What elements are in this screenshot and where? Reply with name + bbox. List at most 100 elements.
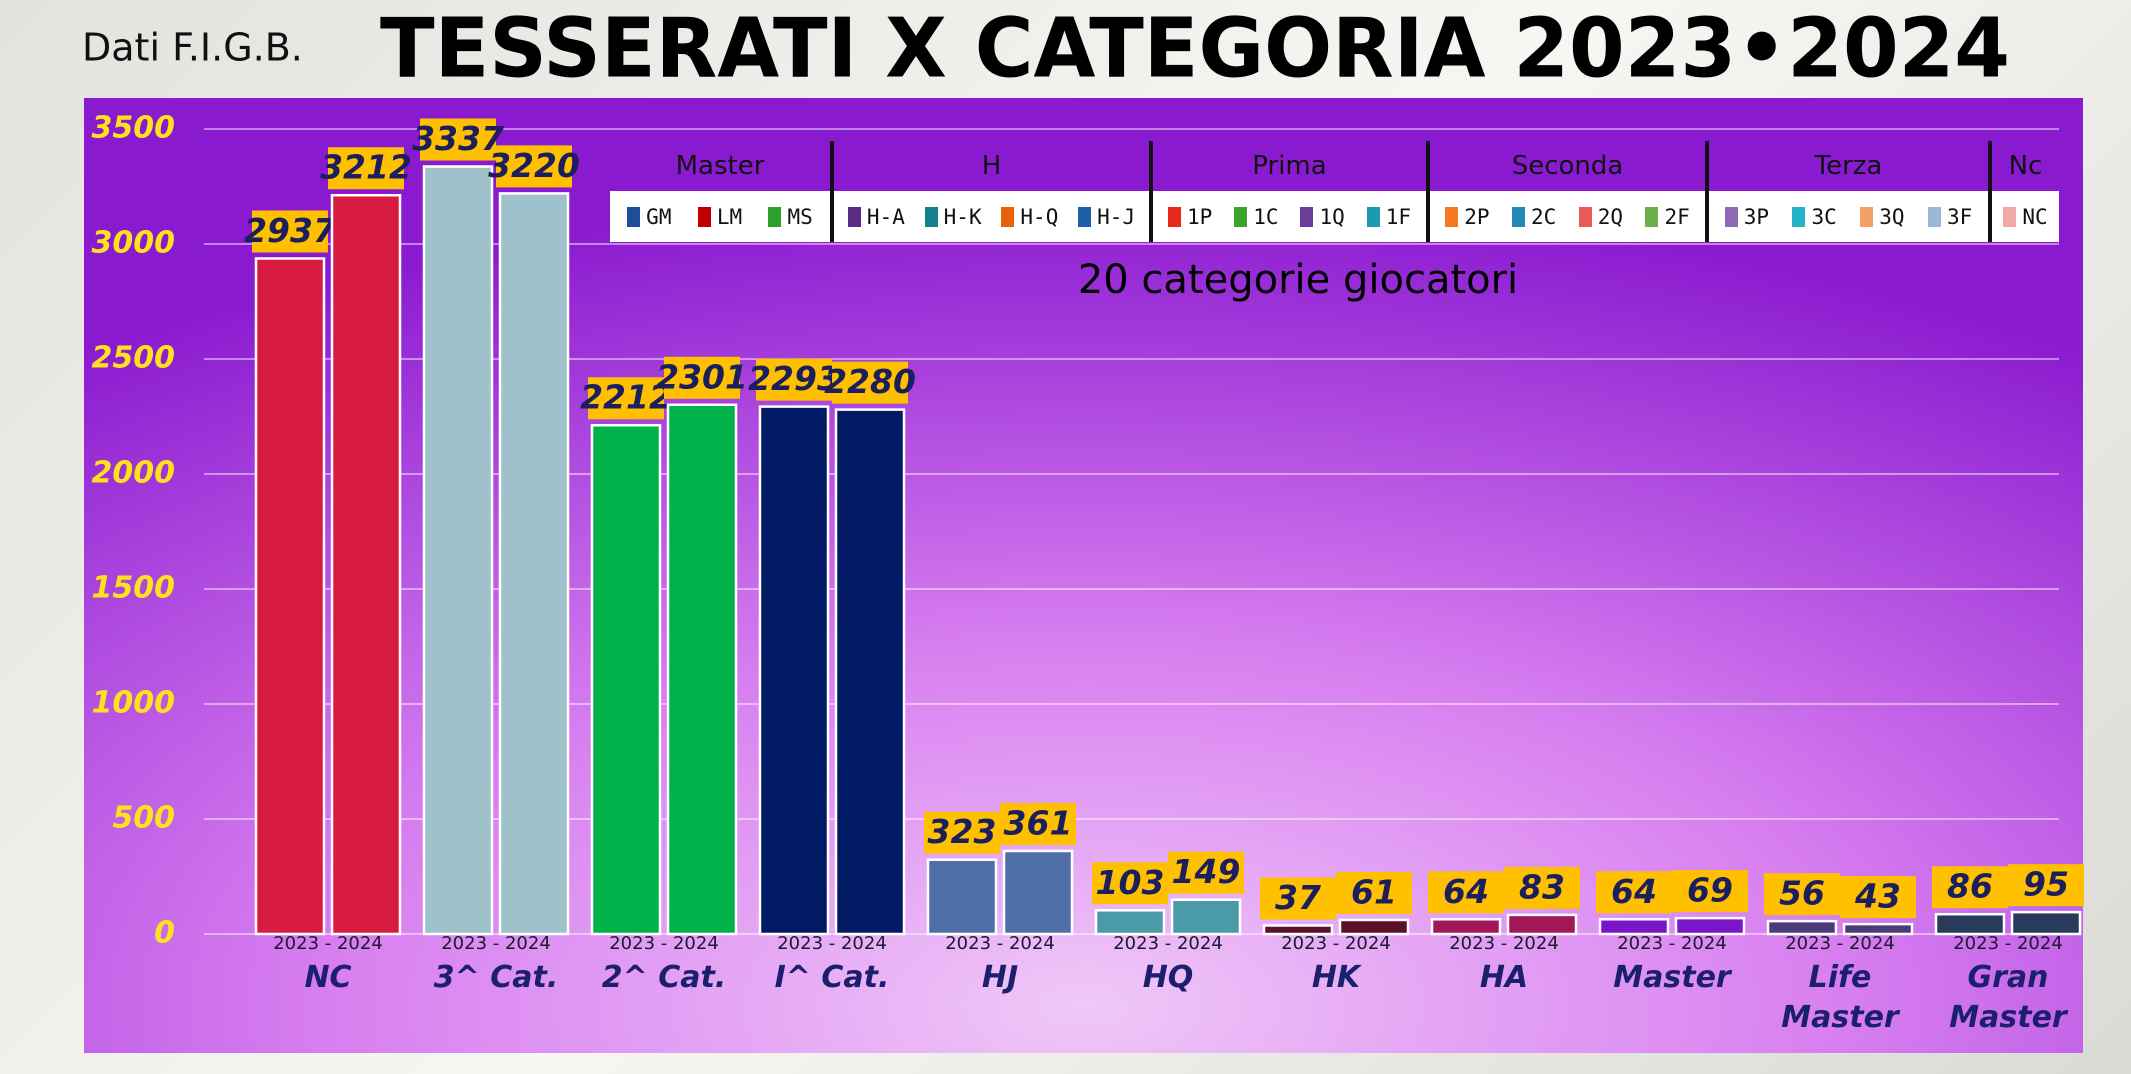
legend-swatch (1001, 206, 1015, 227)
value-label: 103 (1096, 863, 1165, 902)
legend-item: 1C (1234, 204, 1279, 229)
x-tick-label: I^ Cat. (774, 960, 890, 995)
value-label-box (1672, 870, 1748, 913)
x-tick-label: 3^ Cat. (433, 960, 559, 995)
legend-swatch (1927, 206, 1941, 227)
x-tick-label: 2^ Cat. (601, 960, 727, 995)
bar (926, 858, 998, 936)
legend-group-body: H-A H-K H-Q H-J (834, 191, 1149, 242)
pair-label: 2023 - 2024 (1617, 933, 1727, 954)
legend-item: GM (627, 205, 671, 229)
x-tick-label: Master (1613, 960, 1731, 995)
pair-label: 2023 - 2024 (441, 933, 551, 954)
x-tick-label: HQ (1142, 960, 1194, 995)
bar (1170, 898, 1242, 936)
bar (758, 405, 830, 936)
legend: Master GM LM MS H H-A H-K H-Q H-J Prima 1P 1C 1Q 1F Se… (610, 141, 2059, 242)
value-label-box (756, 358, 832, 401)
bar (1094, 909, 1166, 936)
bar (1934, 912, 2006, 936)
legend-item: 1Q (1300, 204, 1345, 229)
legend-swatch (1366, 206, 1380, 227)
legend-item: 1P (1167, 205, 1212, 229)
value-label: 2212 (580, 378, 672, 417)
legend-group-body: NC (1992, 191, 2059, 242)
pair-label: 2023 - 2024 (1785, 933, 1895, 954)
bar (1598, 918, 1670, 936)
legend-label: 2C (1530, 204, 1557, 229)
legend-group-body: GM LM MS (610, 191, 830, 242)
legend-item: H-J (1078, 205, 1135, 229)
bar (1338, 918, 1410, 936)
legend-group-body: 1P 1C 1Q 1F (1153, 191, 1426, 242)
legend-swatch (627, 206, 641, 227)
x-tick-label: Life Master (1781, 960, 1899, 1035)
legend-group: Seconda 2P 2C 2Q 2F (1430, 141, 1709, 242)
legend-label: 3P (1743, 204, 1770, 229)
legend-item: H-A (847, 205, 905, 229)
value-label: 3212 (320, 148, 412, 187)
y-tick-label: 0 (154, 916, 175, 951)
legend-group: Terza 3P 3C 3Q 3F (1709, 141, 1992, 242)
legend-label: 3F (1946, 204, 1973, 229)
value-label-box (328, 147, 404, 190)
legend-group-title: Prima (1252, 151, 1327, 181)
legend-swatch (924, 206, 938, 227)
value-label: 83 (1519, 867, 1565, 906)
legend-label: 2Q (1597, 204, 1624, 229)
legend-group-body: 2P 2C 2Q 2F (1430, 191, 1705, 242)
value-label: 149 (1172, 852, 1241, 891)
bar (666, 403, 738, 936)
pair-label: 2023 - 2024 (1113, 933, 1223, 954)
value-label-box (664, 356, 740, 399)
legend-group: Prima 1P 1C 1Q 1F (1153, 141, 1430, 242)
legend-swatch (1511, 206, 1525, 227)
legend-label: 1C (1253, 204, 1279, 229)
pair-label: 2023 - 2024 (1449, 933, 1559, 954)
legend-group: Master GM LM MS (610, 141, 834, 242)
legend-label: 3Q (1879, 204, 1905, 229)
value-label-box (588, 377, 664, 420)
value-label-box (1428, 871, 1504, 914)
bar (834, 408, 906, 936)
y-tick-label: 500 (112, 801, 175, 836)
legend-group-title: Terza (1814, 151, 1883, 181)
legend-swatch (697, 206, 711, 227)
y-tick-label: 1500 (92, 571, 176, 606)
legend-label: MS (787, 204, 813, 229)
annotation: 20 categorie giocatori (1078, 257, 1518, 303)
legend-swatch (1445, 206, 1459, 227)
x-tick-label: NC (304, 960, 352, 995)
legend-swatch (1078, 206, 1092, 227)
legend-group-title: H (981, 151, 1002, 181)
x-tick-label: Gran Master (1949, 960, 2067, 1035)
legend-item: 3Q (1860, 204, 1905, 229)
value-label: 3337 (412, 119, 504, 158)
plot-area (84, 98, 2083, 1053)
value-label-box (2008, 864, 2084, 907)
legend-swatch (1860, 206, 1874, 227)
value-label: 95 (2023, 865, 2069, 904)
value-label-box (1764, 873, 1840, 916)
bar (330, 193, 402, 936)
legend-group-body: 3P 3C 3Q 3F (1709, 191, 1988, 242)
x-tick-label: HK (1311, 960, 1361, 995)
legend-swatch (1300, 206, 1314, 227)
legend-item: NC (2003, 205, 2048, 229)
value-label-box (1092, 862, 1168, 905)
legend-group-title: Seconda (1511, 151, 1624, 181)
legend-item: 3P (1724, 204, 1770, 229)
bar (1002, 849, 1074, 936)
legend-label: 3C (1811, 204, 1837, 229)
legend-label: 1Q (1319, 204, 1345, 229)
bar (2010, 910, 2082, 936)
legend-item: 2C (1511, 204, 1557, 229)
value-label: 86 (1947, 867, 1993, 906)
value-label-box (1840, 876, 1916, 919)
value-label: 64 (1611, 872, 1657, 911)
value-label-box (1504, 866, 1580, 909)
legend-group-title: Nc (2008, 151, 2043, 181)
bar (1430, 918, 1502, 936)
